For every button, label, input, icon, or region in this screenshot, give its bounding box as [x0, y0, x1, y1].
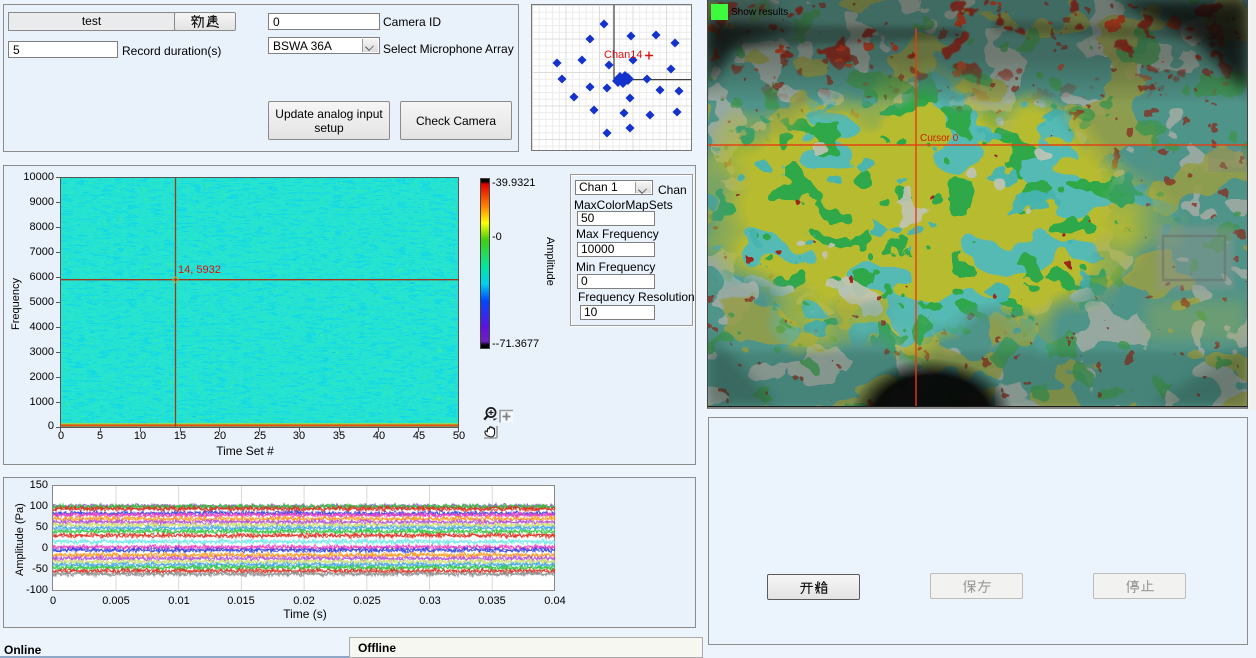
svg-text:Chan14: Chan14 — [604, 49, 643, 61]
svg-text:14, 5932: 14, 5932 — [178, 264, 221, 276]
svg-text:Show results: Show results — [731, 7, 788, 18]
svg-text:Cursor 0: Cursor 0 — [920, 133, 959, 144]
